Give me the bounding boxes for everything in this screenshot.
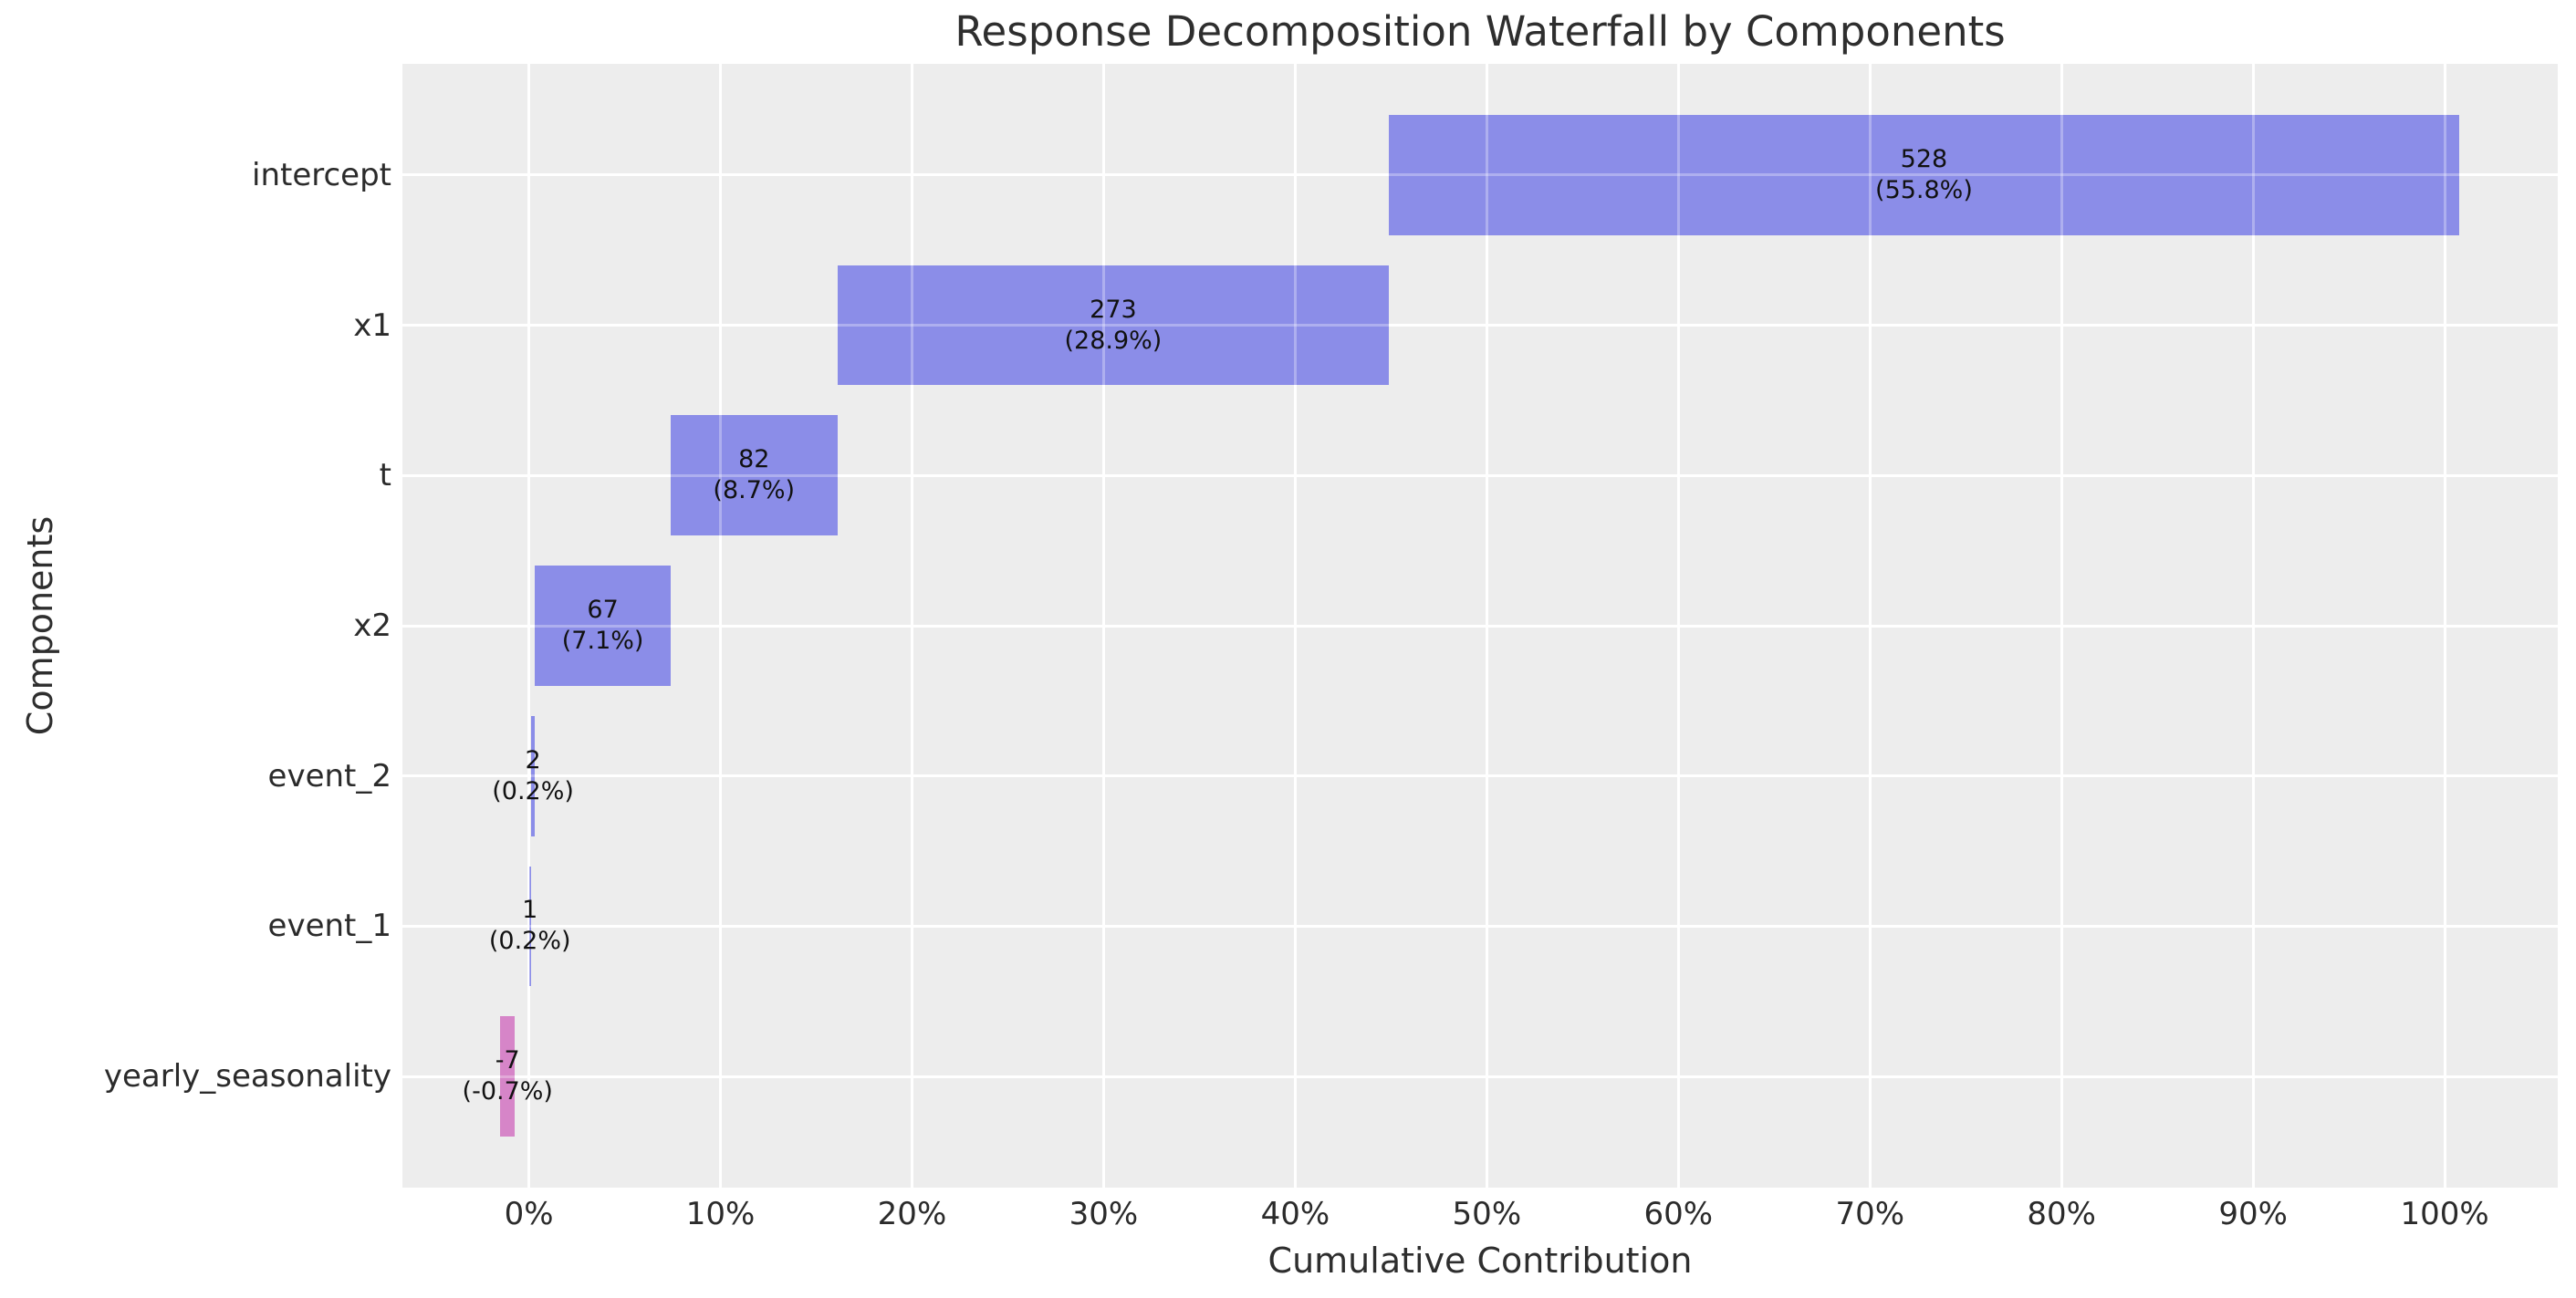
horizontal-gridline	[402, 1075, 2558, 1078]
x-axis-label: Cumulative Contribution	[1267, 1241, 1693, 1281]
bar-pct-label: (28.9%)	[1064, 326, 1163, 355]
plot-area: 528 (55.8%) 273 (28.9%) 82 (8.7%) 67 (7.1%) 2 (0.…	[402, 64, 2558, 1188]
x-tick-label: 30%	[1069, 1196, 1139, 1232]
waterfall-bar	[500, 1016, 516, 1137]
bar-pct-label: (8.7%)	[713, 476, 796, 505]
bar-label: 1 (0.2%)	[489, 895, 571, 957]
y-axis-ticks: intercept x1 t x2 event_2 event_1 yearly_seaso…	[0, 64, 391, 1188]
bar-value-label: 2	[525, 745, 541, 774]
bar-pct-label: (0.2%)	[492, 776, 574, 805]
bar-pct-label: (0.2%)	[488, 927, 571, 956]
x-tick-label: 0%	[504, 1196, 554, 1232]
waterfall-bar	[535, 566, 671, 686]
horizontal-gridline	[402, 624, 2558, 628]
horizontal-gridline	[402, 324, 2558, 327]
bar-pct-label: (7.1%)	[561, 627, 644, 655]
bar-pct-label: (-0.7%)	[462, 1077, 553, 1106]
bar-label: 82 (8.7%)	[713, 444, 795, 506]
y-tick-label: event_2	[267, 757, 391, 794]
x-axis-ticks: 0% 10% 20% 30% 40% 50% 60% 70% 80% 90% 100%	[402, 1196, 2558, 1238]
y-tick-label: event_1	[267, 908, 391, 945]
x-tick-label: 40%	[1260, 1196, 1330, 1232]
bar-value-label: 67	[587, 596, 619, 624]
x-tick-label: 90%	[2218, 1196, 2288, 1232]
bar-value-label: 273	[1090, 295, 1137, 324]
y-tick-label: t	[379, 457, 391, 494]
bar-label: 273 (28.9%)	[1065, 295, 1163, 357]
waterfall-bar	[528, 866, 531, 987]
waterfall-bar	[837, 265, 1390, 386]
horizontal-gridline	[402, 924, 2558, 928]
waterfall-bar	[530, 715, 536, 836]
x-tick-label: 60%	[1643, 1196, 1714, 1232]
bar-pct-label: (55.8%)	[1875, 175, 1973, 204]
chart-title: Response Decomposition Waterfall by Comp…	[954, 7, 2006, 56]
bar-value-label: 82	[738, 445, 770, 474]
x-tick-label: 20%	[877, 1196, 947, 1232]
bar-value-label: 528	[1900, 144, 1948, 173]
bar-value-label: -7	[495, 1046, 520, 1075]
waterfall-bar	[670, 415, 838, 536]
bar-label: 67 (7.1%)	[562, 595, 644, 657]
y-tick-label: intercept	[252, 156, 391, 193]
y-axis-label: Components	[20, 515, 60, 736]
x-tick-label: 50%	[1452, 1196, 1522, 1232]
y-tick-label: x2	[353, 607, 391, 644]
horizontal-gridline	[402, 774, 2558, 778]
y-tick-label: x1	[353, 306, 391, 344]
x-tick-label: 80%	[2027, 1196, 2096, 1232]
bar-value-label: 1	[522, 896, 538, 925]
x-tick-label: 70%	[1835, 1196, 1905, 1232]
horizontal-gridline	[402, 473, 2558, 477]
bar-label: 2 (0.2%)	[492, 745, 574, 807]
x-tick-label: 100%	[2400, 1196, 2489, 1232]
bar-label: -7 (-0.7%)	[463, 1045, 553, 1107]
y-tick-label: yearly_seasonality	[103, 1058, 391, 1096]
x-tick-label: 10%	[685, 1196, 756, 1232]
bar-label: 528 (55.8%)	[1875, 144, 1973, 206]
waterfall-bar	[1389, 115, 2459, 235]
